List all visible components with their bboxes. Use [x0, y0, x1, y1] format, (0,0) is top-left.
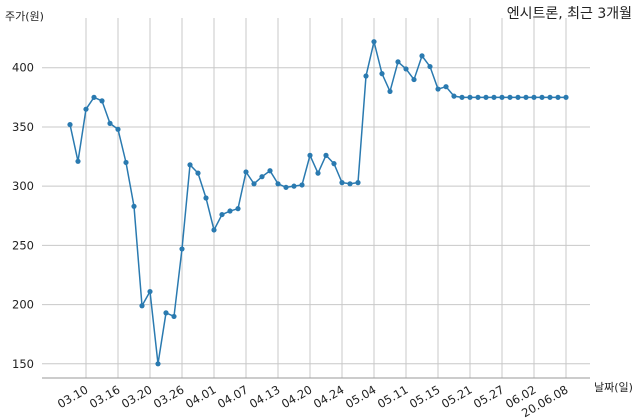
data-point	[203, 195, 209, 201]
x-tick-label: 04.01	[183, 382, 219, 411]
data-point	[443, 84, 449, 90]
y-tick-label: 150	[12, 357, 34, 371]
data-point	[435, 86, 441, 92]
data-point	[371, 39, 377, 45]
data-point	[307, 152, 313, 158]
data-point	[299, 182, 305, 188]
x-tick-label: 04.24	[311, 382, 347, 411]
data-point	[515, 94, 521, 100]
x-tick-label: 05.11	[375, 382, 411, 411]
data-point	[211, 227, 217, 233]
data-point	[507, 94, 513, 100]
y-tick-label: 200	[12, 298, 34, 312]
data-point	[91, 94, 97, 100]
data-point	[131, 203, 137, 209]
data-point	[147, 288, 153, 295]
x-tick-label: 05.27	[471, 382, 507, 411]
data-point	[195, 170, 201, 176]
data-point	[355, 180, 361, 186]
data-point	[451, 93, 457, 99]
data-point	[395, 59, 401, 65]
data-point	[419, 53, 425, 59]
x-tick-label: 05.15	[407, 382, 443, 411]
data-point	[243, 169, 249, 175]
data-point	[155, 361, 161, 367]
data-point	[411, 76, 417, 83]
data-point	[547, 94, 553, 100]
data-point	[499, 94, 505, 100]
data-point	[467, 94, 473, 100]
x-axis-label: 날짜(일)	[594, 380, 633, 394]
x-tick-label: 03.26	[151, 382, 187, 411]
data-point	[379, 71, 385, 77]
data-point	[331, 161, 337, 167]
data-point	[251, 181, 257, 187]
data-point	[163, 310, 169, 316]
y-tick-label: 400	[12, 61, 34, 75]
data-point	[347, 181, 353, 187]
y-tick-label: 350	[12, 120, 34, 134]
x-tick-label: 03.10	[55, 382, 91, 411]
x-tick-label: 03.20	[119, 382, 155, 411]
data-point	[459, 94, 465, 100]
data-point	[275, 181, 281, 187]
data-point	[75, 158, 81, 164]
data-point	[123, 159, 129, 166]
data-point	[83, 106, 89, 112]
data-point	[179, 246, 185, 252]
data-point	[563, 94, 569, 100]
data-point	[227, 208, 233, 214]
x-tick-labels: 03.1003.1603.2003.2604.0104.0704.1304.20…	[55, 382, 571, 419]
data-point	[139, 303, 145, 309]
data-point	[483, 94, 489, 100]
data-point	[99, 98, 105, 104]
data-point	[387, 88, 393, 95]
data-point	[283, 184, 289, 190]
data-point	[523, 94, 529, 100]
data-point	[187, 162, 193, 168]
data-point	[267, 168, 273, 174]
x-tick-label: 03.16	[87, 382, 123, 411]
x-tick-label: 04.13	[247, 382, 283, 411]
data-point	[403, 66, 409, 72]
data-point	[107, 120, 113, 126]
data-point	[475, 94, 481, 100]
chart-title: 엔시트론, 최근 3개월	[507, 6, 632, 22]
x-tick-label: 04.07	[215, 382, 251, 411]
data-point	[339, 180, 345, 186]
y-tick-label: 250	[12, 238, 34, 252]
grid-lines	[42, 18, 590, 378]
data-point	[539, 94, 545, 100]
y-axis-label: 주가(원)	[5, 10, 44, 23]
data-point	[363, 73, 369, 79]
data-point	[291, 183, 297, 189]
y-tick-labels: 150 200 250 300 350 400	[12, 61, 34, 371]
data-point	[323, 152, 329, 158]
data-point	[219, 211, 225, 218]
data-point	[555, 94, 561, 100]
x-tick-label: 05.21	[439, 382, 475, 411]
series-line	[69, 41, 566, 364]
data-point	[427, 63, 433, 70]
data-point	[315, 170, 321, 176]
series-group	[67, 39, 569, 367]
data-point	[67, 121, 73, 128]
data-point	[171, 313, 177, 320]
data-point	[259, 174, 265, 180]
x-tick-label: 04.20	[279, 382, 315, 411]
data-point	[531, 94, 537, 100]
y-tick-label: 300	[12, 179, 34, 193]
data-point	[491, 94, 497, 100]
data-point	[235, 206, 241, 212]
x-tick-label: 05.04	[343, 382, 379, 411]
data-point	[115, 126, 121, 132]
